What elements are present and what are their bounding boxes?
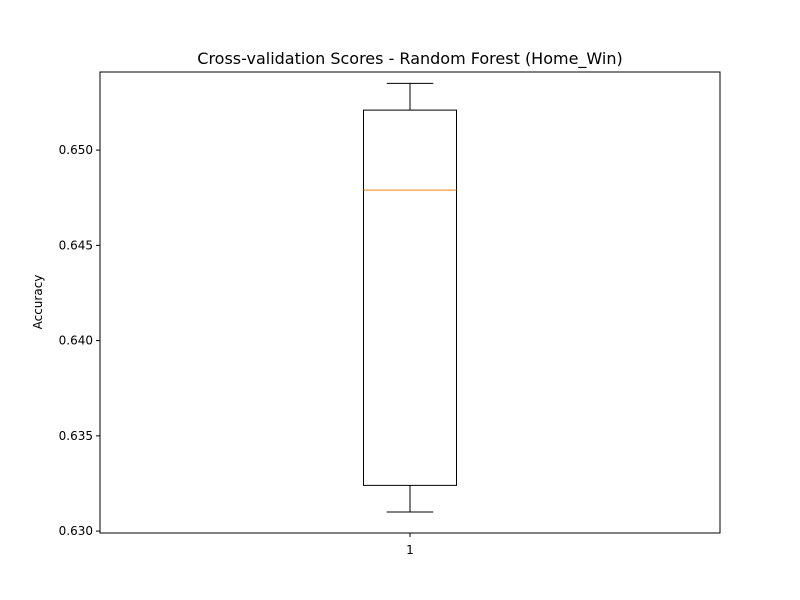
plot-frame xyxy=(99,71,721,534)
x-axis: 1 xyxy=(406,533,414,557)
box-plot xyxy=(363,82,457,513)
y-tick-label: 0.645 xyxy=(59,238,93,252)
iqr-box xyxy=(363,109,457,486)
y-tick-label: 0.630 xyxy=(59,524,93,538)
y-tick-label: 0.635 xyxy=(59,429,93,443)
x-tick-label: 1 xyxy=(406,543,414,557)
y-tick-label: 0.640 xyxy=(59,334,93,348)
y-axis: 0.630 0.635 0.640 0.645 0.650 xyxy=(59,143,100,538)
chart-title: Cross-validation Scores - Random Forest … xyxy=(197,49,622,69)
y-tick-label: 0.650 xyxy=(59,143,93,157)
y-axis-label: Accuracy xyxy=(31,275,45,330)
